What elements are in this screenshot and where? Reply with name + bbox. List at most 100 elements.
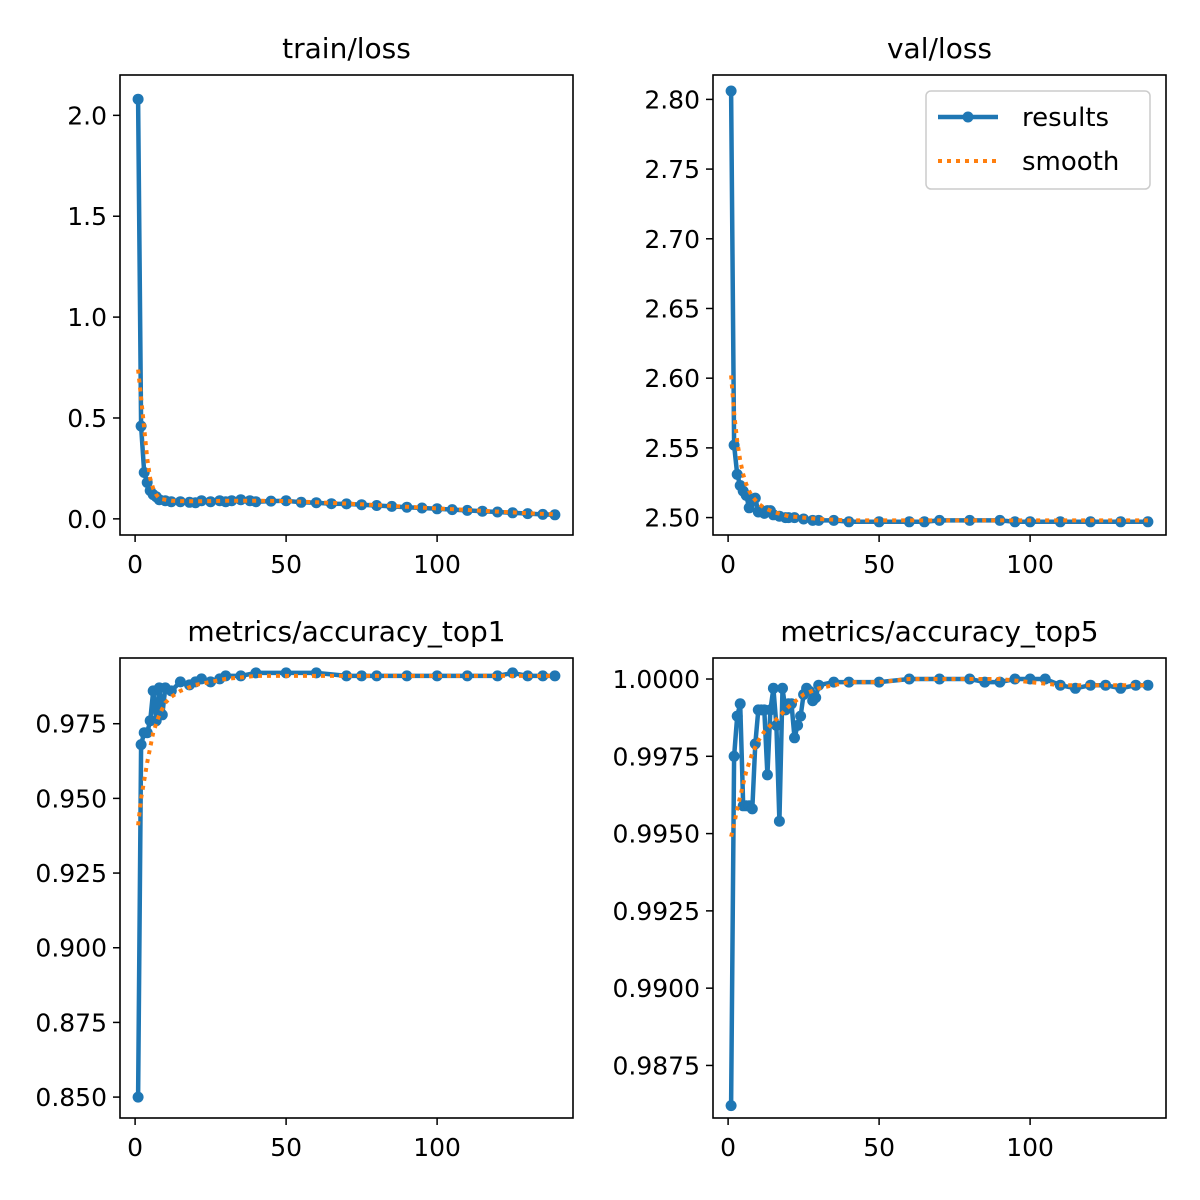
x-tick-label: 50 [863,1133,895,1162]
y-tick-label: 0.9925 [613,897,700,926]
plot-area [132,93,561,521]
legend-marker-results [962,111,974,123]
axes-frame [712,657,1167,1119]
data-point-results [795,710,807,722]
data-point-results [431,503,443,515]
axes-frame [712,74,1167,536]
y-tick-label: 0.9950 [613,820,700,849]
legend-label-results: results [1022,103,1109,133]
series-line-smooth [729,677,1148,838]
plot-area [132,667,561,1103]
chart-title: val/loss [887,32,992,65]
data-point-results [549,509,561,521]
plot-area [725,85,1154,528]
y-tick-label: 0.5 [67,404,107,433]
data-point-results [431,670,443,682]
subplot-2: metrics/accuracy_top1 0 50 100 0.850 0.875 0.9… [35,615,574,1162]
data-point-results [770,719,782,731]
x-tick-label: 50 [270,550,302,579]
legend-label-smooth: smooth [1022,147,1119,177]
data-point-results [341,498,352,510]
data-point-results [761,769,773,781]
y-tick-label: 0.900 [35,934,107,963]
y-tick-label: 0.875 [35,1008,107,1037]
data-point-results [549,670,561,682]
data-point-results [141,727,153,739]
series-line-smooth [136,369,555,517]
axes-frame [119,657,574,1119]
data-point-results [174,676,186,688]
data-point-results [401,670,413,682]
subplot-1: val/loss 0 50 100 2.50 2.55 2.60 2.65 2.70 2.75 2.… [644,32,1167,579]
data-point-results [461,504,473,516]
y-tick-label: 1.5 [67,202,107,231]
data-point-results [416,502,428,514]
data-point-results [773,815,785,827]
chart-title: train/loss [282,32,411,65]
y-tick-label: 0.925 [35,859,107,888]
subplot-3: metrics/accuracy_top5 0 50 100 0.9875 0.9900 0… [613,615,1167,1162]
y-tick-label: 1.0 [67,303,107,332]
data-point-results [386,500,398,512]
data-point-results [325,498,337,510]
data-point-results [873,676,885,688]
subplot-0: train/loss 0 50 100 0.0 0.5 1.0 1.5 2.0 [67,32,574,579]
x-tick-label: 0 [127,550,143,579]
y-tick-label: 2.70 [644,225,700,254]
data-point-results [994,514,1006,526]
data-point-results [731,710,743,722]
data-point-results [734,698,746,710]
data-point-results [810,692,822,704]
data-point-results [813,679,825,691]
chart-title: metrics/accuracy_top5 [780,615,1098,648]
data-point-results [792,719,804,731]
x-tick-label: 100 [413,550,461,579]
data-point-results [492,670,503,682]
data-point-results [507,667,519,679]
data-point-results [280,495,292,507]
axes-frame [119,74,574,536]
legend: results smooth [925,90,1151,190]
y-tick-label: 1.0000 [613,665,700,694]
data-point-results [1085,679,1096,691]
series-line-smooth [729,375,1148,523]
data-point-results [731,468,743,480]
y-tick-label: 2.65 [644,294,700,323]
y-tick-label: 0.975 [35,710,107,739]
x-tick-label: 100 [413,1133,461,1162]
y-tick-label: 2.55 [644,434,700,463]
data-point-results [371,500,383,511]
y-tick-label: 0.9900 [613,974,700,1003]
data-point-results [522,508,534,520]
data-point-results [843,676,855,688]
data-point-results [725,85,737,97]
x-tick-label: 100 [1006,1133,1054,1162]
data-point-results [537,670,549,682]
data-point-results [725,1100,737,1112]
data-point-results [1130,679,1142,691]
data-point-results [507,507,519,519]
y-tick-label: 0.850 [35,1083,107,1112]
chart-title: metrics/accuracy_top1 [187,615,505,648]
data-point-results [135,739,147,751]
data-point-results [767,682,779,694]
data-point-results [964,514,976,526]
data-point-results [522,670,534,682]
x-tick-label: 50 [863,550,895,579]
data-point-results [934,673,945,685]
data-point-results [295,496,307,508]
data-point-results [1142,679,1154,691]
y-tick-label: 0.9975 [613,742,700,771]
y-tick-label: 0.950 [35,784,107,813]
data-point-results [764,704,776,716]
x-tick-label: 0 [127,1133,143,1162]
data-point-results [777,682,788,694]
y-tick-label: 2.75 [644,155,700,184]
data-point-results [728,750,740,762]
data-point-results [205,676,217,688]
x-tick-label: 0 [720,550,736,579]
x-tick-label: 50 [270,1133,302,1162]
x-tick-label: 100 [1006,550,1054,579]
